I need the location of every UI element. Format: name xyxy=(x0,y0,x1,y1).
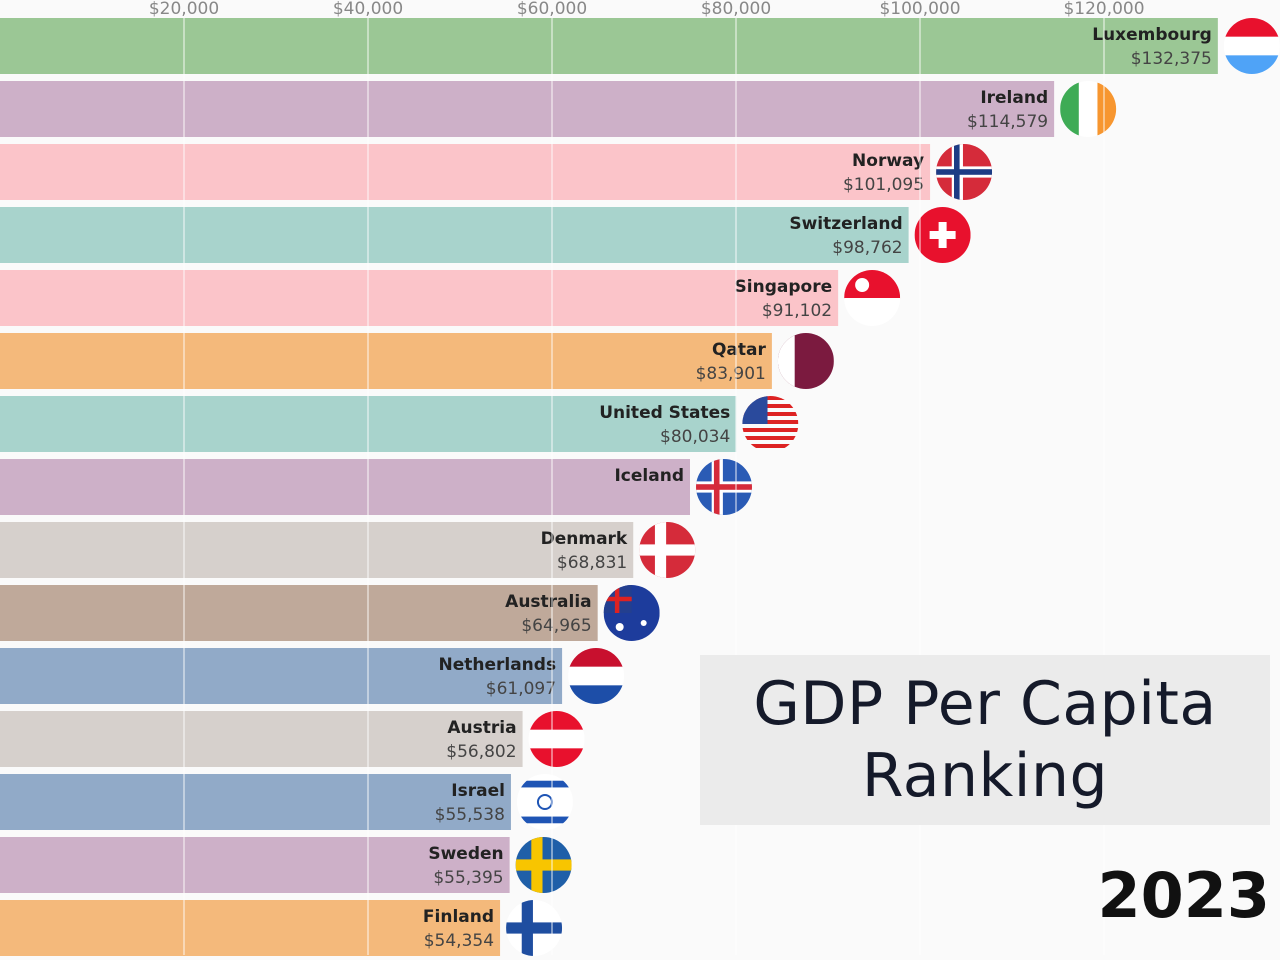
x-tick-label: $20,000 xyxy=(149,0,219,19)
bar-row: United States $80,034 xyxy=(0,396,799,452)
bar xyxy=(0,81,1055,137)
iceland-flag-icon xyxy=(696,459,752,515)
bar-value-label: $91,102 xyxy=(762,301,832,321)
bar xyxy=(0,144,931,200)
bar-country-label: Luxembourg xyxy=(1092,25,1212,45)
bar xyxy=(0,207,909,263)
norway-flag-icon xyxy=(936,144,993,200)
bar-value-label: $56,802 xyxy=(446,742,516,762)
bar xyxy=(0,18,1218,74)
bar-row: Switzerland $98,762 xyxy=(0,207,971,263)
bar-country-label: Australia xyxy=(505,592,592,612)
bar xyxy=(0,585,598,641)
bar-row: Australia $64,965 xyxy=(0,585,660,641)
bar-country-label: Switzerland xyxy=(789,214,902,234)
x-tick-label: $120,000 xyxy=(1063,0,1144,19)
bar-country-label: United States xyxy=(599,403,730,423)
finland-flag-icon xyxy=(506,900,563,956)
bar-value-label: $114,579 xyxy=(967,112,1048,132)
united-states-flag-icon xyxy=(742,396,799,448)
x-tick-label: $80,000 xyxy=(701,0,771,19)
bar-value-label: $80,034 xyxy=(660,427,730,447)
bar-country-label: Ireland xyxy=(980,88,1048,108)
bar xyxy=(0,774,511,830)
bar-row: Finland $54,354 xyxy=(0,900,563,956)
bar xyxy=(0,900,501,956)
netherlands-flag-icon xyxy=(568,648,625,704)
year-label: 2023 xyxy=(1097,859,1270,932)
bar-value-label: $55,395 xyxy=(433,868,503,888)
denmark-flag-icon xyxy=(639,522,696,578)
singapore-flag-icon xyxy=(844,270,901,326)
australia-flag-icon xyxy=(603,585,660,641)
bar-row: Singapore $91,102 xyxy=(0,270,901,326)
x-tick-label: $100,000 xyxy=(879,0,960,19)
sweden-flag-icon xyxy=(515,837,572,893)
chart-title: GDP Per Capita Ranking xyxy=(753,669,1217,811)
bar-country-label: Sweden xyxy=(428,844,503,864)
bar-country-label: Austria xyxy=(447,718,516,738)
bar-country-label: Finland xyxy=(423,907,494,927)
bar-country-label: Iceland xyxy=(614,466,684,486)
bar xyxy=(0,522,634,578)
bar-country-label: Qatar xyxy=(712,340,767,360)
bar-row: Austria $56,802 xyxy=(0,711,585,767)
x-tick-label: $40,000 xyxy=(333,0,403,19)
bar-country-label: Norway xyxy=(852,151,924,171)
ireland-flag-icon xyxy=(1060,81,1117,137)
austria-flag-icon xyxy=(528,711,585,767)
bar-value-label: $98,762 xyxy=(832,238,902,258)
bar-value-label: $55,538 xyxy=(435,805,505,825)
luxembourg-flag-icon xyxy=(1223,18,1280,74)
bar xyxy=(0,837,510,893)
bar-row: Denmark $68,831 xyxy=(0,522,696,578)
bar-country-label: Singapore xyxy=(735,277,833,297)
bar-row: Norway $101,095 xyxy=(0,144,993,200)
bar-country-label: Israel xyxy=(451,781,505,801)
bar xyxy=(0,459,690,515)
bar-row: Qatar $83,901 xyxy=(0,333,834,389)
bar-value-label: $68,831 xyxy=(557,553,627,573)
bar-row: Sweden $55,395 xyxy=(0,837,572,893)
switzerland-flag-icon xyxy=(914,207,971,263)
bar-row: Luxembourg $132,375 xyxy=(0,18,1280,74)
bar-value-label: $61,097 xyxy=(486,679,556,699)
bar xyxy=(0,333,772,389)
bar-value-label: $54,354 xyxy=(424,931,494,951)
title-banner: GDP Per Capita Ranking xyxy=(700,655,1270,825)
bar-value-label: $83,901 xyxy=(696,364,766,384)
bar-row: Israel $55,538 xyxy=(0,774,573,830)
bar xyxy=(0,711,523,767)
israel-flag-icon xyxy=(516,774,573,830)
bar xyxy=(0,648,563,704)
bar-country-label: Netherlands xyxy=(438,655,556,675)
x-tick-label: $60,000 xyxy=(517,0,587,19)
bar-value-label: $101,095 xyxy=(843,175,924,195)
bar xyxy=(0,270,839,326)
bar-row: Ireland $114,579 xyxy=(0,81,1117,137)
bar-country-label: Denmark xyxy=(541,529,628,549)
bar-value-label: $64,965 xyxy=(521,616,591,636)
bar-row: Iceland xyxy=(0,459,752,515)
bar-row: Netherlands $61,097 xyxy=(0,648,625,704)
qatar-flag-icon xyxy=(777,333,834,389)
bar-value-label: $132,375 xyxy=(1131,49,1212,69)
